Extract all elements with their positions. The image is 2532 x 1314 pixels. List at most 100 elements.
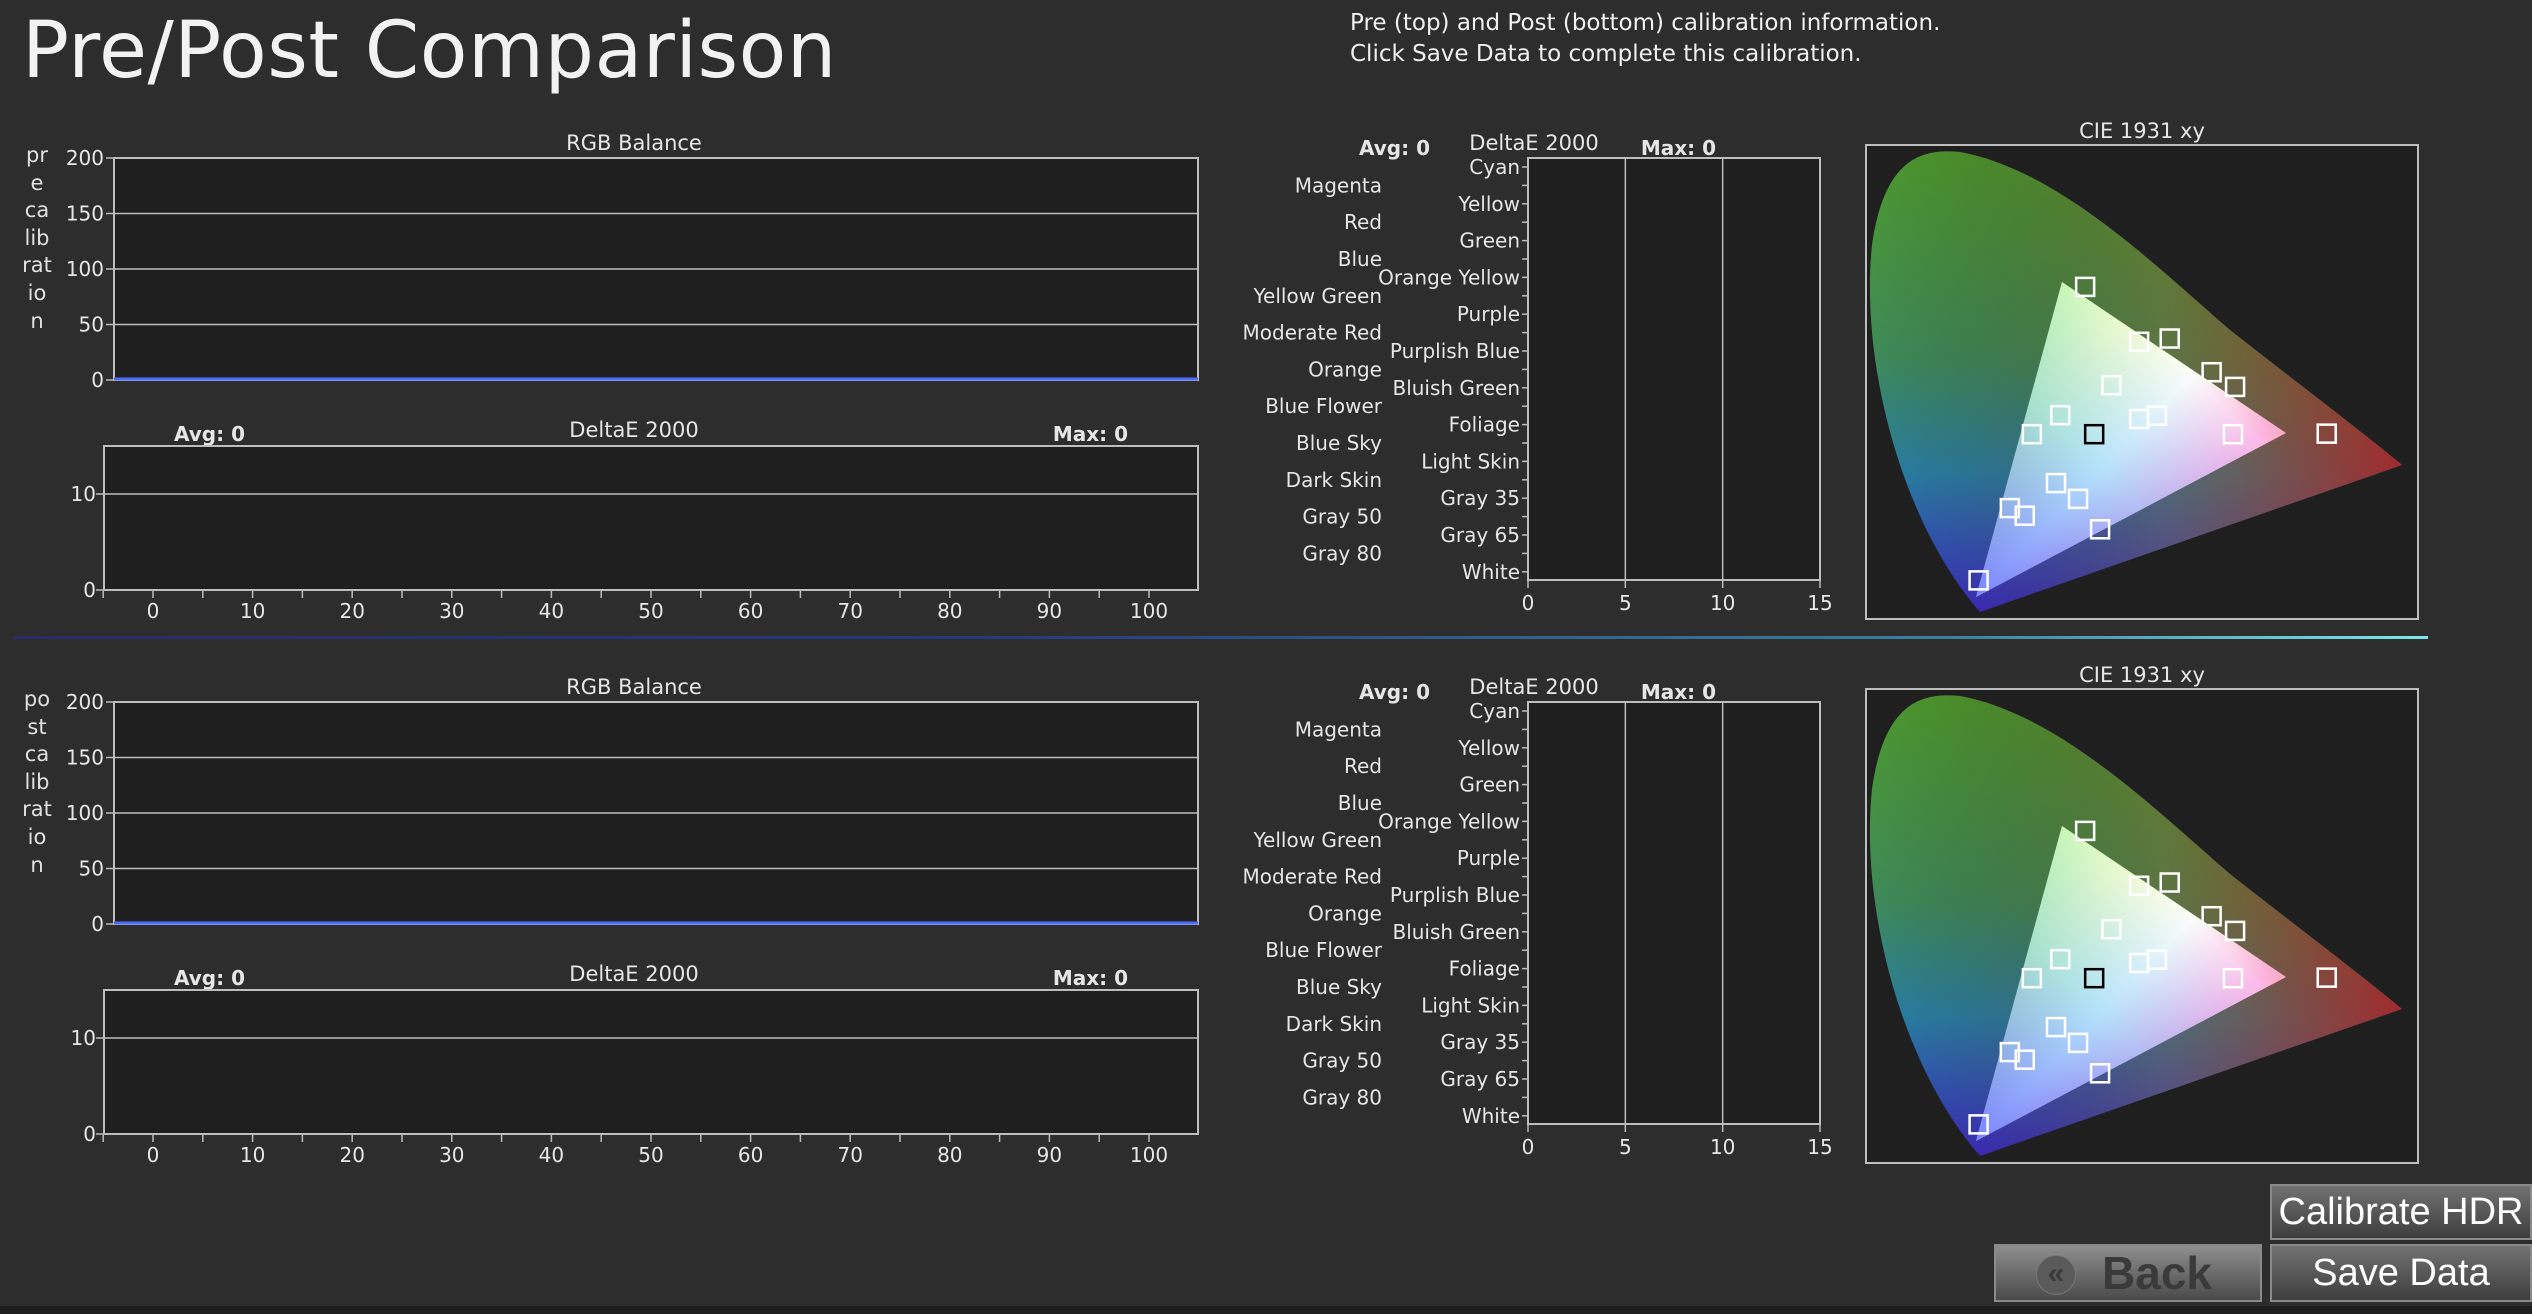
cie-target-point (1999, 1041, 2021, 1063)
bar-category-label: Blue Flower (1265, 394, 1383, 418)
deltae-line-title: DeltaE 2000 (569, 962, 698, 986)
deltae-line-plot (103, 445, 1199, 591)
cie-target-point (2074, 820, 2096, 842)
y-tick-label: 200 (66, 146, 104, 170)
back-button-label: Back (2102, 1247, 2212, 1299)
x-tick-label: 20 (339, 599, 364, 623)
bar-category-label: Magenta (1295, 717, 1382, 741)
cie-target-point (2146, 949, 2168, 970)
info-line: Click Save Data to complete this calibra… (1350, 41, 1862, 67)
bar-category-label: Bluish Green (1392, 376, 1520, 400)
cie-target-point (2067, 488, 2089, 510)
y-tick-label: 200 (66, 690, 104, 714)
cie-target-point (2050, 948, 2071, 970)
bar-category-label: Gray 65 (1440, 523, 1520, 547)
bar-category-label: Gray 65 (1440, 1067, 1520, 1091)
bar-category-label: Dark Skin (1286, 468, 1382, 492)
bar-category-label: Orange Yellow (1378, 809, 1520, 833)
bar-category-label: Moderate Red (1243, 321, 1382, 345)
bar-category-label: Green (1459, 229, 1520, 253)
cie-target-point (2101, 919, 2122, 940)
cie-target-point (2021, 967, 2043, 989)
x-tick-label: 0 (147, 599, 160, 623)
cie-target-point (1968, 1114, 1989, 1135)
y-tick-label: 150 (66, 202, 104, 226)
x-tick-label: 60 (738, 599, 763, 623)
bar-category-label: Red (1344, 210, 1382, 234)
section-side-label: post calibration (22, 687, 52, 877)
x-tick-label: 0 (147, 1143, 160, 1167)
bar-category-label: Orange Yellow (1378, 265, 1520, 289)
x-tick-label: 60 (738, 1143, 763, 1167)
x-tick-label: 10 (1710, 591, 1735, 615)
bar-category-label: Magenta (1295, 173, 1382, 197)
y-tick-label: 0 (91, 368, 104, 392)
back-button[interactable]: « Back (1994, 1244, 2262, 1302)
x-tick-label: 0 (1522, 1135, 1535, 1159)
bar-category-label: White (1462, 1104, 1520, 1128)
save-data-button[interactable]: Save Data (2270, 1244, 2532, 1302)
x-tick-label: 90 (1037, 1143, 1062, 1167)
cie-target-point (2222, 967, 2244, 989)
x-tick-label: 50 (638, 1143, 663, 1167)
bar-category-label: Purple (1457, 302, 1520, 326)
cie-target-point (2083, 423, 2105, 445)
bar-category-label: Gray 35 (1440, 486, 1520, 510)
x-tick-label: 40 (539, 599, 564, 623)
cie-target-point (2222, 423, 2244, 445)
bar-category-label: Blue (1338, 247, 1382, 271)
bar-category-label: Gray 50 (1302, 1049, 1382, 1073)
bar-category-label: Gray 80 (1302, 1085, 1382, 1109)
cie-target-point (2316, 967, 2337, 988)
bar-category-label: Foliage (1449, 957, 1520, 981)
cie-target-point (2224, 920, 2246, 942)
y-tick-label: 50 (79, 857, 104, 881)
cie-target-point (2128, 875, 2150, 897)
bar-category-label: Yellow (1457, 736, 1520, 760)
y-tick-label: 0 (83, 1122, 96, 1146)
x-tick-label: 70 (837, 599, 862, 623)
bar-category-label: Purple (1457, 846, 1520, 870)
cie-target-point (2201, 905, 2222, 927)
cie-target-point (2159, 872, 2180, 893)
deltae-max-label: Max: 0 (1053, 422, 1128, 446)
y-tick-label: 10 (71, 1026, 96, 1050)
bar-category-label: Yellow (1457, 192, 1520, 216)
cie-target-point (2146, 405, 2168, 426)
cie-target-point (2224, 376, 2246, 398)
x-tick-label: 5 (1619, 591, 1632, 615)
bar-category-label: Orange (1308, 901, 1382, 925)
deltae-bars-plot (1527, 701, 1821, 1125)
page-title: Pre/Post Comparison (22, 6, 837, 96)
cie-target-point (2128, 331, 2150, 353)
y-tick-label: 0 (91, 912, 104, 936)
cie-target-point (2101, 375, 2122, 396)
bar-category-label: Moderate Red (1243, 865, 1382, 889)
bar-category-label: Gray 50 (1302, 505, 1382, 529)
cie-target-point (1968, 570, 1989, 591)
deltae-bars-plot (1527, 157, 1821, 581)
gamut-triangle-shade (1976, 282, 2286, 597)
x-tick-label: 10 (1710, 1135, 1735, 1159)
bar-category-label: Dark Skin (1286, 1012, 1382, 1036)
section-separator (14, 636, 2428, 639)
deltae-bars-title: DeltaE 2000 (1469, 675, 1598, 699)
deltae-max-label: Max: 0 (1053, 966, 1128, 990)
bar-category-label: Bluish Green (1392, 920, 1520, 944)
y-tick-label: 0 (83, 578, 96, 602)
rgb-balance-title: RGB Balance (566, 675, 702, 699)
x-tick-label: 90 (1037, 599, 1062, 623)
y-tick-label: 100 (66, 257, 104, 281)
x-tick-label: 70 (837, 1143, 862, 1167)
x-tick-label: 40 (539, 1143, 564, 1167)
cie-target-point (2050, 404, 2071, 426)
deltae-bars-avg-label: Avg: 0 (1359, 680, 1430, 704)
status-strip (0, 1306, 2532, 1314)
x-tick-label: 0 (1522, 591, 1535, 615)
x-tick-label: 10 (240, 599, 265, 623)
bar-category-label: Gray 35 (1440, 1030, 1520, 1054)
cie-target-point (2083, 967, 2105, 989)
calibrate-hdr-button[interactable]: Calibrate HDR (2270, 1184, 2532, 1240)
